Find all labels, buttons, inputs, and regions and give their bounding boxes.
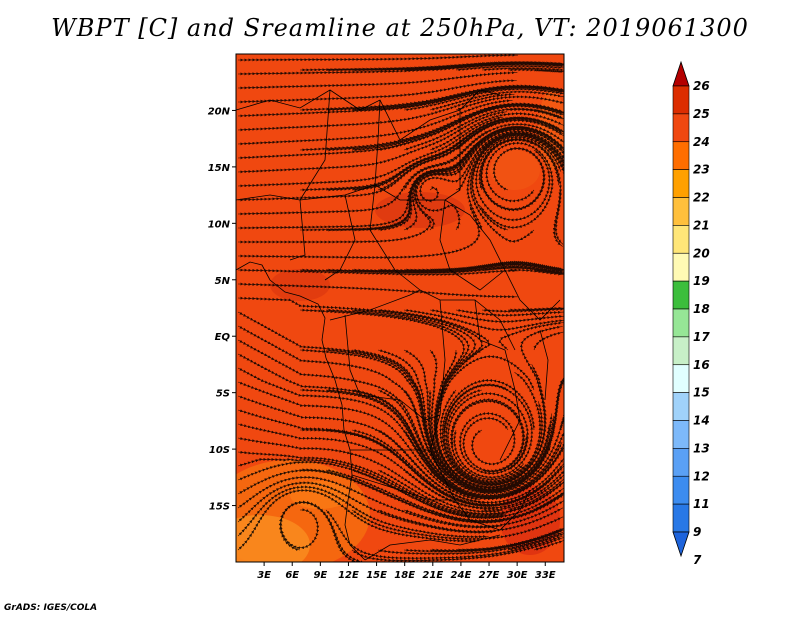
- colorbar-segment: [672, 336, 690, 366]
- colorbar-segment: [672, 448, 690, 477]
- plot-frame: [235, 53, 565, 563]
- streamline: [533, 378, 564, 471]
- colorbar-segment: [672, 531, 690, 558]
- colorbar-segment: [672, 197, 690, 226]
- colorbar-label: 13: [693, 441, 710, 455]
- lat-tick-label: 20N: [208, 106, 231, 117]
- colorbar-segment: [672, 420, 690, 449]
- colorbar-label: 22: [693, 191, 710, 205]
- streamline: [533, 268, 564, 275]
- colorbar-label: 21: [693, 218, 710, 232]
- colorbar-segment: [672, 503, 690, 533]
- streamline: [533, 108, 564, 120]
- streamline: [414, 128, 564, 231]
- streamline: [533, 492, 564, 511]
- colorbar-segment: [672, 60, 690, 87]
- lon-tick-label: 21E: [422, 570, 443, 581]
- streamline: [533, 68, 564, 73]
- lon-tick-label: 18E: [394, 570, 415, 581]
- lon-tick-label: 24E: [451, 570, 472, 581]
- colorbar-segment: [672, 364, 690, 393]
- lat-tick-label: 15S: [209, 502, 230, 513]
- lon-tick-label: 12E: [338, 570, 359, 581]
- lat-tick-label: 15N: [208, 163, 231, 174]
- streamline: [455, 95, 564, 111]
- map-title: WBPT [C] and Sreamline at 250hPa, VT: 20…: [51, 14, 749, 42]
- colorbar-label: 16: [693, 358, 710, 372]
- colorbar-label: 9: [693, 525, 701, 539]
- colorbar-label: 20: [693, 246, 710, 260]
- lon-tick-label: 6E: [285, 570, 299, 581]
- colorbar-segment: [672, 113, 690, 143]
- colorbar-label: 25: [693, 107, 710, 121]
- colorbar-label: 12: [693, 469, 710, 483]
- lon-tick-label: 33E: [535, 570, 556, 581]
- colorbar-label: 11: [693, 497, 710, 511]
- streamline: [441, 378, 536, 486]
- streamline: [455, 308, 564, 317]
- colorbar-segment: [672, 252, 690, 282]
- colorbar-label: 14: [693, 414, 710, 428]
- lon-tick-label: 27E: [479, 570, 500, 581]
- colorbar-label: 17: [693, 330, 710, 344]
- streamline: [429, 90, 564, 111]
- colorbar-segment: [672, 141, 690, 170]
- colorbar-label: 19: [693, 274, 710, 288]
- lat-tick-label: 10S: [209, 445, 230, 456]
- streamline: [552, 189, 563, 247]
- streamline: [533, 540, 564, 551]
- streamline: [429, 308, 564, 324]
- colorbar: 26 25 24 23 22 21 20 19 18 17 16 15 14 13 12 11 9 7: [672, 60, 710, 567]
- colorbar-label: 24: [693, 135, 710, 149]
- plot-area: [236, 54, 564, 562]
- streamline: [469, 133, 564, 243]
- streamline: [559, 413, 564, 431]
- colorbar-segment: [672, 392, 690, 421]
- streamline: [238, 54, 518, 62]
- colorbar-label: 26: [693, 79, 710, 93]
- streamline: [498, 321, 564, 351]
- lat-tick-label: 10N: [208, 219, 231, 230]
- streamline: [238, 204, 481, 260]
- streamline: [533, 307, 564, 312]
- colorbar-segment: [672, 85, 690, 115]
- lat-tick-label: 5N: [215, 276, 231, 287]
- colorbar-label: 15: [693, 386, 710, 400]
- lat-axis: 20N 15N 10N 5N EQ 5S 10S 15S: [208, 106, 236, 513]
- colorbar-segment: [672, 280, 690, 310]
- lon-axis: 3E 6E 9E 12E 15E 18E 21E 24E 27E 30E 33E: [257, 562, 556, 581]
- streamline: [533, 331, 564, 351]
- lon-tick-label: 15E: [366, 570, 387, 581]
- lon-tick-label: 30E: [507, 570, 528, 581]
- streamline: [237, 282, 518, 299]
- colorbar-segment: [672, 225, 690, 254]
- colorbar-label: 23: [693, 163, 710, 177]
- streamlines: [237, 54, 564, 562]
- lat-tick-label: 5S: [216, 389, 230, 400]
- lat-tick-label: EQ: [215, 332, 231, 343]
- lon-tick-label: 3E: [257, 570, 271, 581]
- colorbar-segment: [672, 308, 690, 338]
- colorbar-segment: [672, 475, 690, 505]
- colorbar-label: 7: [693, 553, 702, 567]
- grads-credit: GrADS: IGES/COLA: [4, 603, 98, 613]
- lon-tick-label: 9E: [313, 570, 327, 581]
- colorbar-segment: [672, 169, 690, 198]
- colorbar-label: 18: [693, 302, 710, 316]
